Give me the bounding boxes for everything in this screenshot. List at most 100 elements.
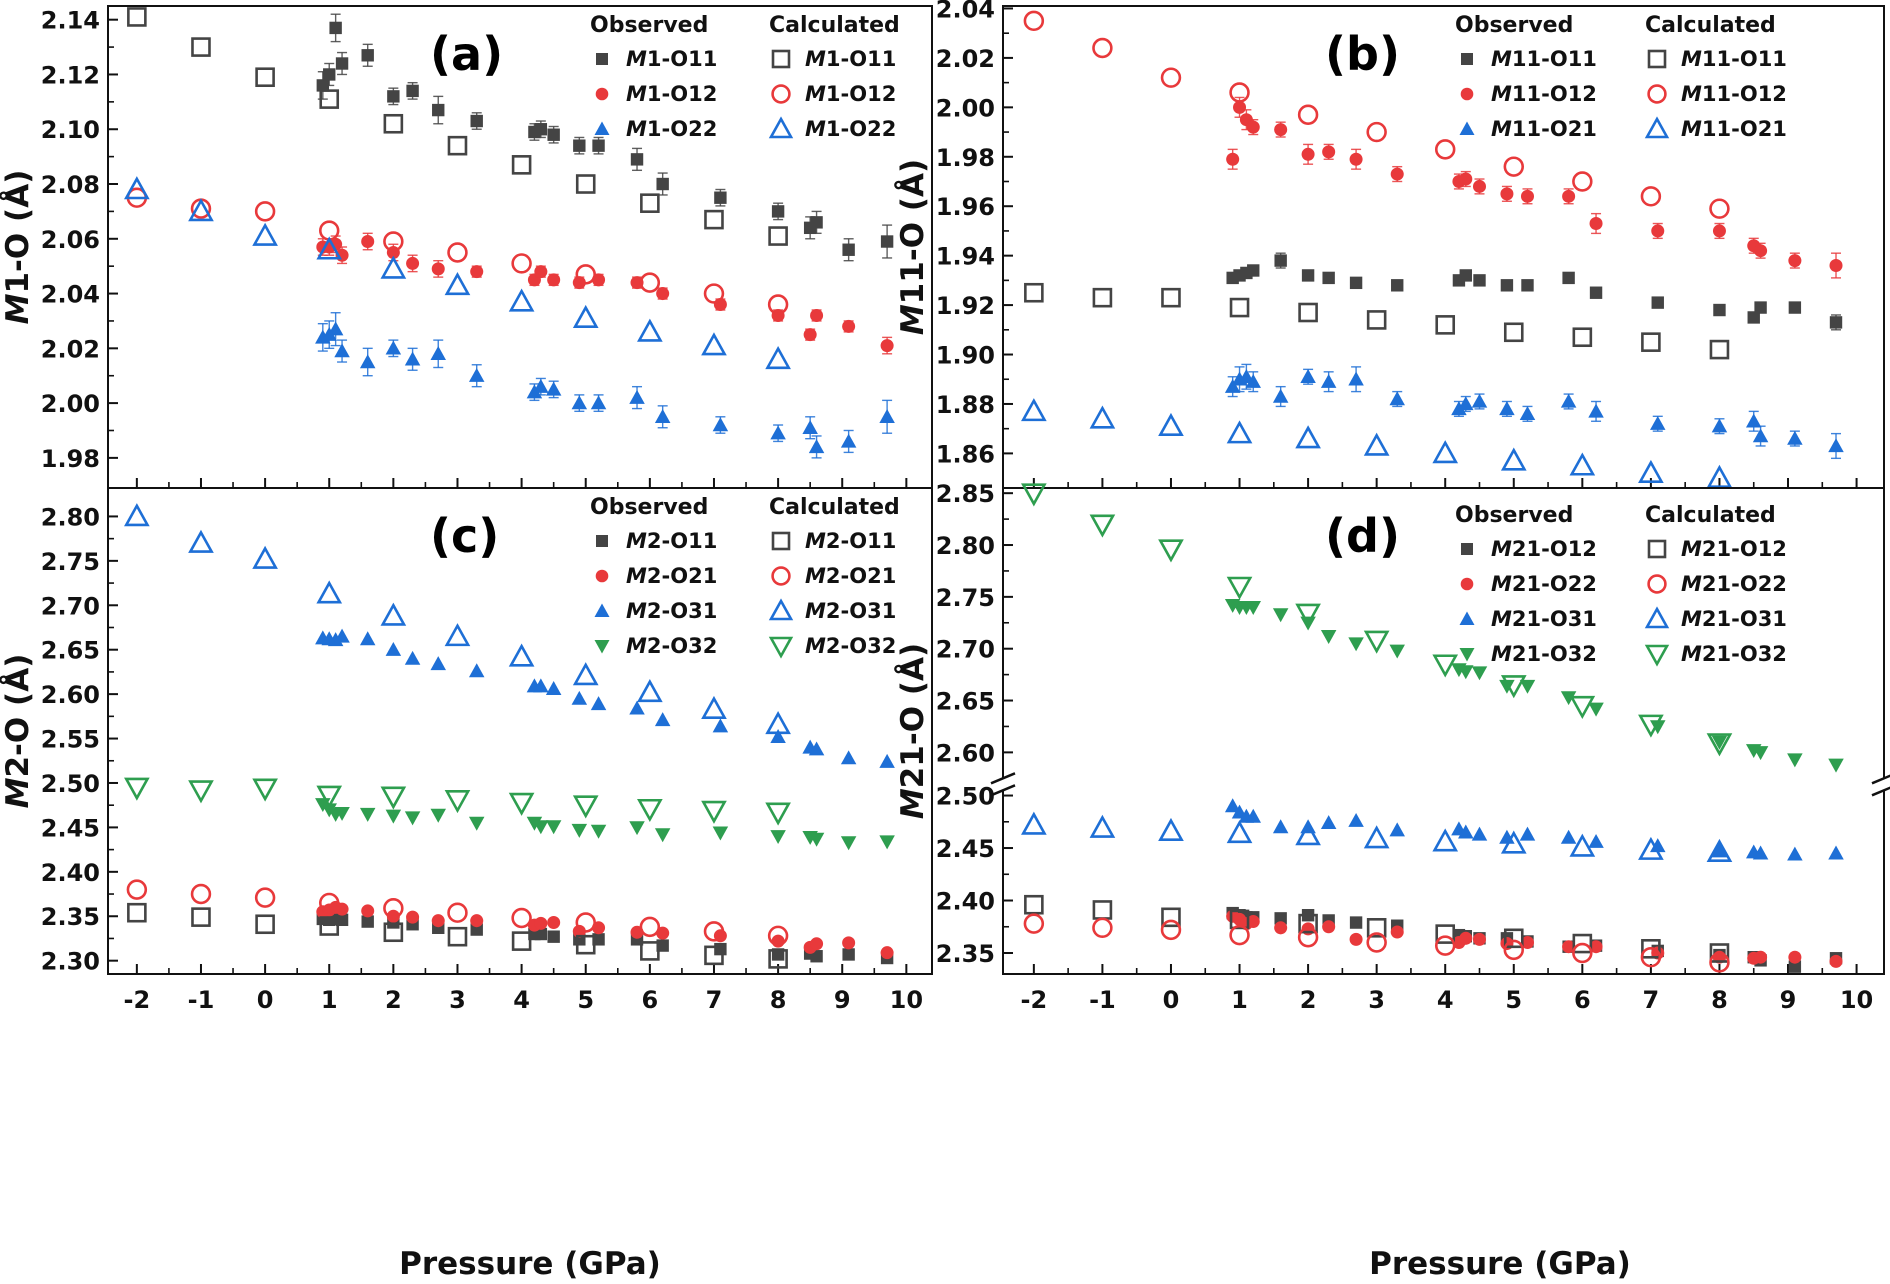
data-point	[470, 265, 484, 279]
data-point	[1828, 845, 1844, 860]
legend-marker	[1459, 611, 1475, 625]
legend-entry-calculated-m21-o32: M21-O32	[1681, 642, 1787, 666]
legend-marker	[1461, 543, 1473, 555]
data-point	[810, 950, 823, 963]
data-point	[1024, 282, 1044, 303]
data-point	[1828, 438, 1844, 453]
legend: Observed CalculatedM2-O11M2-O21M2-O31M2-O…	[590, 495, 900, 659]
data-point	[1711, 418, 1728, 433]
data-point	[1562, 940, 1576, 954]
legend: Observed CalculatedM21-O12M21-O22M21-O31M…	[1455, 503, 1787, 667]
data-point	[124, 503, 150, 527]
y-tick-label: 2.02	[41, 335, 100, 363]
legend-marker	[1644, 606, 1670, 629]
data-point	[404, 811, 421, 826]
series-observed-m21-o32	[1224, 598, 1844, 773]
data-point	[1435, 315, 1456, 335]
data-point	[327, 321, 344, 336]
y-tick-label: 2.35	[41, 903, 100, 931]
data-point	[770, 425, 786, 440]
data-point	[127, 7, 147, 27]
data-point	[1471, 826, 1488, 841]
legend-marker	[1647, 539, 1667, 559]
data-point	[1229, 924, 1250, 946]
y-tick-label: 2.30	[41, 948, 100, 976]
legend-entry-calculated-m11-o11: M11-O11	[1681, 47, 1787, 71]
data-point	[533, 378, 549, 393]
data-point	[534, 123, 548, 136]
y-tick-label: 2.60	[41, 681, 100, 709]
data-point	[547, 930, 560, 943]
data-point	[1092, 917, 1113, 939]
data-point	[1471, 393, 1488, 408]
data-point	[1348, 371, 1364, 386]
data-point	[1562, 271, 1575, 285]
x-tick-label: 4	[513, 986, 530, 1014]
y-tick-label: 2.70	[936, 636, 995, 664]
data-point	[810, 937, 824, 951]
data-point	[1713, 303, 1726, 317]
data-point	[1754, 301, 1767, 314]
x-tick-label: 1	[1231, 986, 1248, 1014]
legend-header-observed: Observed	[590, 495, 708, 520]
legend-marker	[596, 53, 608, 65]
data-point	[808, 439, 825, 454]
y-tick-label: 2.08	[41, 171, 100, 199]
data-point	[1092, 287, 1113, 308]
data-point	[431, 914, 445, 928]
data-point	[1348, 812, 1364, 827]
legend-marker	[1644, 116, 1670, 139]
legend-marker	[1459, 121, 1475, 135]
data-point	[1226, 576, 1253, 600]
legend-entry-rest: 11-O12	[1702, 82, 1787, 106]
x-tick-label: 3	[1368, 986, 1385, 1014]
data-point	[712, 718, 729, 733]
legend-marker	[768, 116, 794, 139]
data-point	[1500, 187, 1514, 201]
data-point	[1023, 913, 1045, 934]
legend-entry-rest: 11-O11	[1702, 47, 1787, 71]
legend-entry-rest: 2-O11	[647, 529, 717, 553]
data-point	[572, 662, 599, 686]
data-point	[704, 945, 724, 966]
legend-entry-calculated-m2-o32: M2-O32	[805, 634, 896, 658]
data-point	[1389, 822, 1405, 837]
data-point	[252, 222, 278, 246]
data-point	[765, 802, 791, 826]
y-tick-label: 2.04	[41, 281, 100, 309]
series-observed-m11-o11	[1226, 252, 1843, 331]
data-point	[703, 283, 725, 304]
data-point	[254, 201, 276, 222]
data-point	[444, 790, 471, 814]
x-tick-label: 9	[1780, 986, 1797, 1014]
legend-entry-observed-m2-o21: M2-O21	[626, 564, 717, 588]
data-point	[1560, 691, 1577, 706]
y-axis-label-symbol: M	[895, 788, 931, 819]
data-point	[1638, 714, 1664, 738]
data-point	[1572, 942, 1593, 964]
data-point	[1712, 224, 1726, 238]
data-point	[444, 272, 471, 296]
data-point	[572, 304, 599, 329]
data-point	[1787, 753, 1803, 768]
series-observed-m1-o11	[316, 13, 894, 262]
data-point	[654, 828, 671, 843]
panel-label: (b)	[1325, 27, 1400, 81]
data-point	[545, 820, 562, 835]
legend-marker	[595, 87, 609, 101]
data-point	[335, 57, 349, 70]
data-point	[1569, 695, 1596, 720]
x-tick-label: 7	[706, 986, 723, 1014]
data-point	[1301, 147, 1315, 161]
legend-entry-symbol: M	[626, 117, 647, 141]
legend-entry-rest: 2-O31	[826, 599, 896, 623]
legend-marker	[595, 569, 609, 583]
plot-frame	[1002, 487, 1885, 975]
legend-entry-observed-m1-o22: M1-O22	[626, 117, 717, 141]
data-point	[629, 821, 645, 836]
legend-entry-symbol: M	[626, 634, 647, 658]
data-point	[1706, 464, 1733, 488]
legend-entry-symbol: M	[805, 82, 826, 106]
data-point	[840, 433, 857, 448]
y-axis-label-rest: 2-O (Å)	[0, 654, 36, 778]
